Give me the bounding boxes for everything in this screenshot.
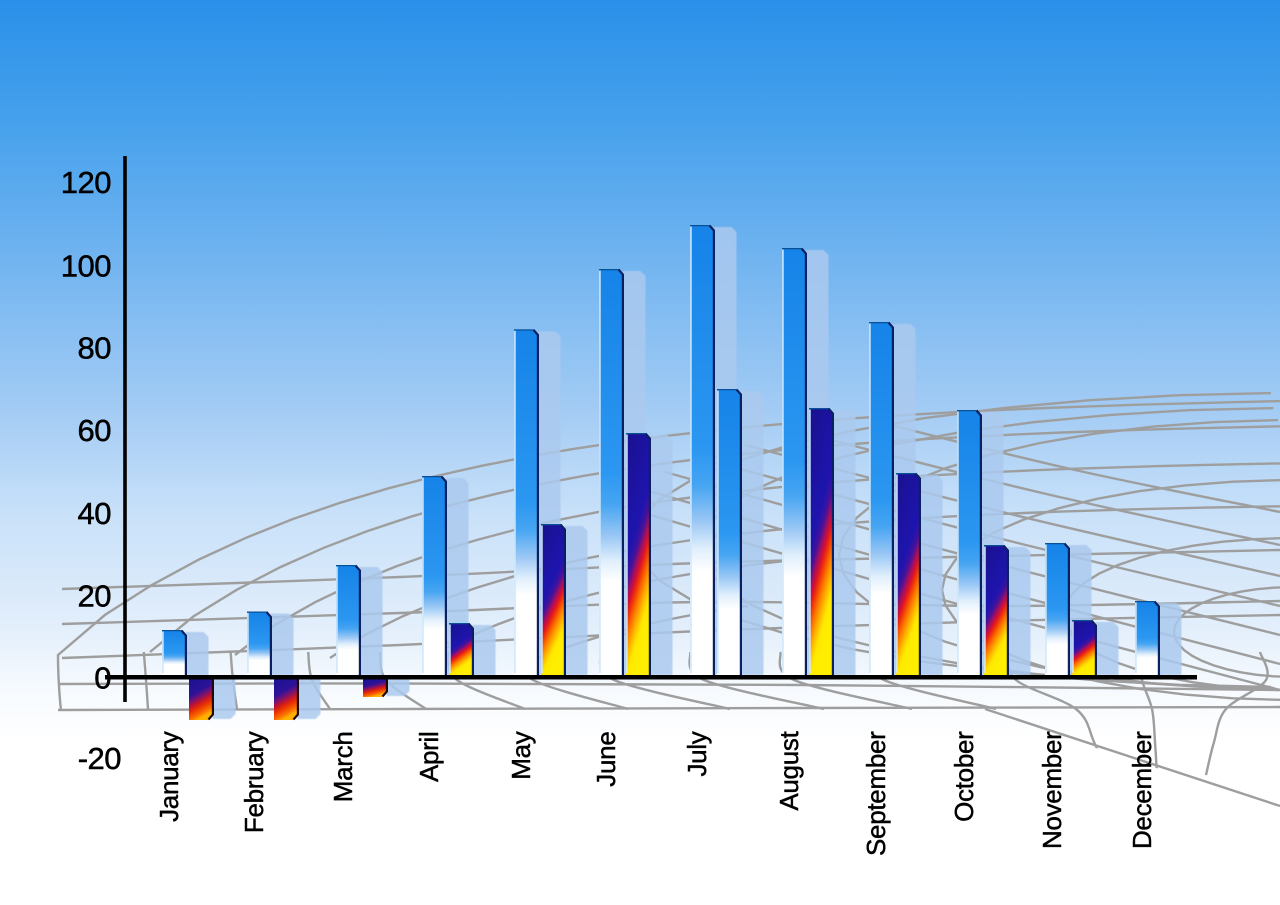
svg-text:-20: -20 xyxy=(78,741,122,776)
svg-text:May: May xyxy=(506,731,536,780)
svg-text:August: August xyxy=(774,730,804,810)
svg-text:40: 40 xyxy=(78,496,112,531)
svg-text:June: June xyxy=(591,732,621,787)
svg-text:100: 100 xyxy=(61,248,111,283)
svg-text:0: 0 xyxy=(94,661,111,696)
svg-text:120: 120 xyxy=(61,165,111,200)
svg-text:November: November xyxy=(1037,731,1067,849)
svg-text:March: March xyxy=(328,732,358,803)
svg-text:60: 60 xyxy=(78,413,112,448)
svg-text:September: September xyxy=(861,731,891,856)
svg-text:December: December xyxy=(1127,731,1157,849)
svg-text:April: April xyxy=(414,732,444,783)
svg-text:July: July xyxy=(682,731,712,776)
svg-text:February: February xyxy=(239,731,269,833)
svg-text:80: 80 xyxy=(78,330,112,365)
svg-text:20: 20 xyxy=(78,579,112,614)
svg-text:October: October xyxy=(949,731,979,822)
svg-text:January: January xyxy=(154,731,184,822)
